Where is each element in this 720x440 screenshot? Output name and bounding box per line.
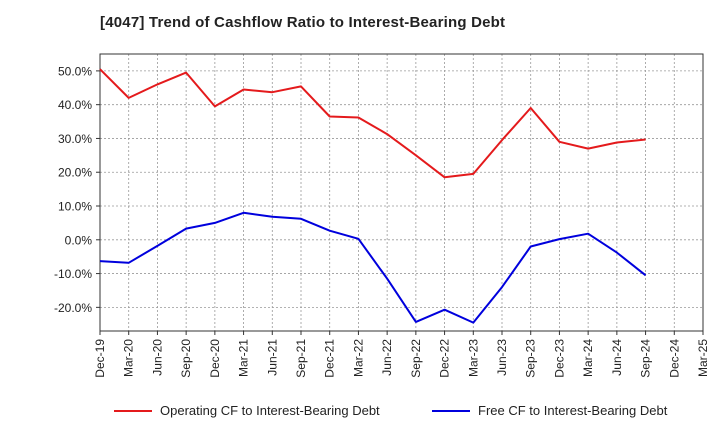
x-tick-label: Sep-22 [409, 339, 423, 378]
x-tick-label: Sep-23 [524, 339, 538, 378]
legend-label-free-cf: Free CF to Interest-Bearing Debt [478, 403, 668, 418]
x-tick-label: Sep-24 [639, 339, 653, 378]
x-tick-label: Mar-24 [581, 339, 595, 377]
x-tick-label: Mar-25 [696, 339, 710, 377]
y-tick-label: 40.0% [58, 98, 92, 112]
x-tick-label: Jun-24 [610, 339, 624, 376]
x-tick-label: Dec-21 [323, 339, 337, 378]
y-tick-label: 30.0% [58, 132, 92, 146]
legend-label-operating-cf: Operating CF to Interest-Bearing Debt [160, 403, 380, 418]
y-tick-label: 50.0% [58, 64, 92, 78]
x-tick-label: Sep-20 [179, 339, 193, 378]
chart-legend: Operating CF to Interest-Bearing Debt Fr… [0, 403, 720, 427]
y-tick-label: 0.0% [65, 233, 93, 247]
x-tick-label: Sep-21 [294, 339, 308, 378]
x-tick-label: Dec-22 [438, 339, 452, 378]
y-tick-label: -20.0% [54, 301, 92, 315]
y-tick-label: -10.0% [54, 267, 92, 281]
x-tick-label: Mar-20 [122, 339, 136, 377]
series-line-free-cf [99, 211, 647, 324]
x-tick-label: Mar-22 [351, 339, 365, 377]
x-tick-label: Dec-19 [93, 339, 107, 378]
chart-title: [4047] Trend of Cashflow Ratio to Intere… [100, 14, 506, 31]
y-tick-label: 20.0% [58, 166, 92, 180]
x-tick-label: Mar-23 [466, 339, 480, 377]
x-tick-label: Jun-21 [265, 339, 279, 376]
x-tick-label: Dec-23 [552, 339, 566, 378]
legend-item-operating-cf: Operating CF to Interest-Bearing Debt [114, 403, 380, 418]
x-tick-label: Jun-22 [380, 339, 394, 376]
x-tick-label: Dec-24 [667, 339, 681, 378]
legend-swatch-operating-cf [114, 409, 152, 412]
x-tick-label: Dec-20 [208, 339, 222, 378]
y-tick-label: 10.0% [58, 200, 92, 214]
series-line-operating-cf [99, 68, 646, 179]
legend-item-free-cf: Free CF to Interest-Bearing Debt [432, 403, 667, 418]
x-tick-label: Jun-23 [495, 339, 509, 376]
legend-swatch-free-cf [432, 409, 470, 412]
x-tick-label: Mar-21 [237, 339, 251, 377]
x-tick-label: Jun-20 [150, 339, 164, 376]
plot-area-border [99, 53, 704, 332]
